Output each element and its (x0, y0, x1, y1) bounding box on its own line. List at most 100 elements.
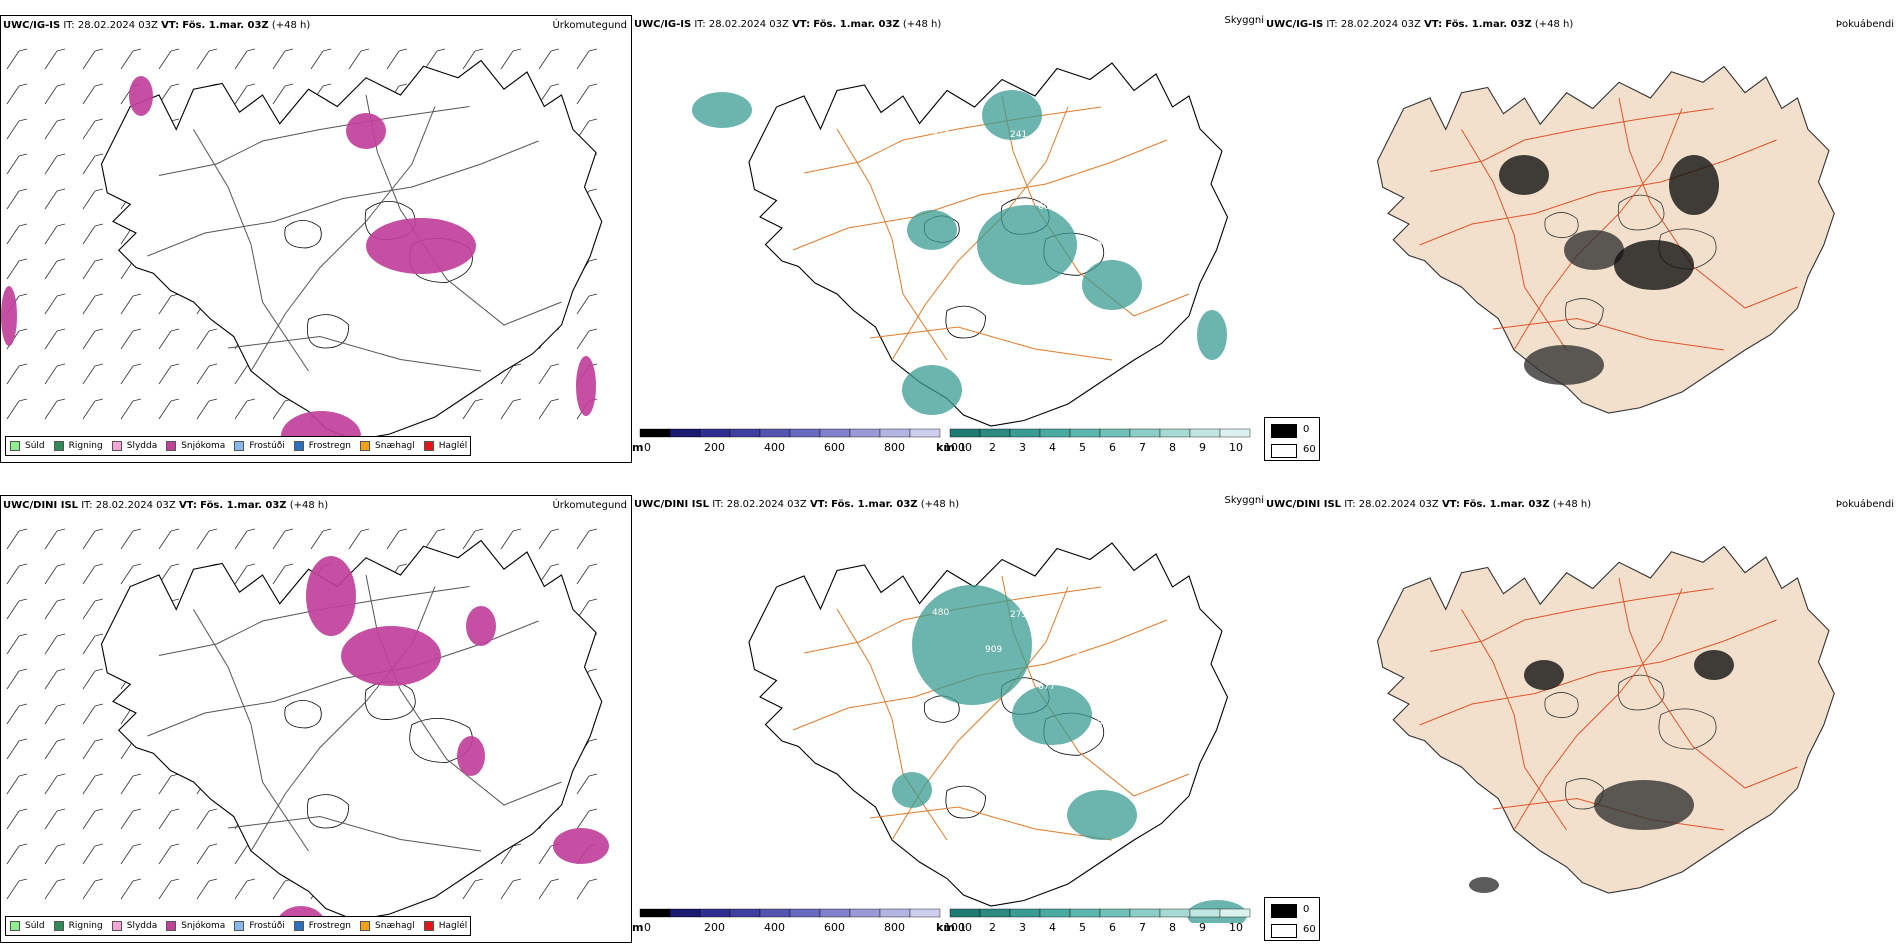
init-time-label: IT: (1326, 19, 1338, 30)
valid-time-value: Fös. 1.mar. 03Z (182, 20, 269, 31)
visibility-value-label: 182 (1169, 721, 1186, 731)
scale-tick-km: 9 (1199, 441, 1206, 454)
scale-tick-km: 8 (1169, 921, 1176, 934)
legend-swatch (53, 921, 64, 931)
visibility-value-label: 227 (957, 313, 974, 323)
legend-item: Frostúði (234, 921, 285, 931)
visibility-value-label: 241 (1010, 130, 1027, 140)
panel-header: UWC/IG-IS IT: 28.02.2024 03Z VT: Fös. 1.… (3, 20, 310, 31)
visibility-value-label: 275 (1010, 610, 1027, 620)
legend-swatch (10, 441, 20, 451)
lead-time: (+48 h) (920, 499, 960, 510)
legend-swatch (234, 921, 245, 931)
visibility-scale: m 0 200 400 600 800 1000 km 1 2 3 4 5 6 7 8 9 10 (632, 427, 1262, 463)
legend-label: Frostregn (308, 921, 352, 931)
legend-item: Haglél (423, 441, 468, 451)
legend-label: Haglél (438, 441, 468, 451)
init-time-value: 28.02.2024 03Z (726, 499, 807, 510)
panel-header: UWC/IG-IS IT: 28.02.2024 03Z VT: Fös. 1.… (1266, 19, 1573, 30)
scale-tick-m: 200 (704, 921, 725, 934)
scale-tick-m: 200 (704, 441, 725, 454)
legend-label: Snjókoma (181, 441, 226, 451)
scale-tick-km: 10 (1229, 441, 1243, 454)
visibility-scale: m 0 200 400 600 800 1000 km 1 2 3 4 5 6 7 8 9 10 (632, 907, 1262, 943)
map-canvas: 473 526 609 258 397 227 241 147 179 143 (692, 62, 1229, 427)
legend-item: Snjókoma (166, 921, 225, 931)
scale-tick-m: 800 (884, 441, 905, 454)
legend-label: Frostúði (249, 441, 285, 451)
legend-item: Snæhagl (360, 441, 415, 451)
fog-legend-label: 0 (1303, 424, 1310, 435)
valid-time-label: VT: (1441, 499, 1460, 510)
valid-time-value: Fös. 1.mar. 03Z (831, 499, 918, 510)
visibility-map-bottom: UWC/DINI ISL IT: 28.02.2024 03Z VT: Fös.… (632, 495, 1264, 943)
legend-swatch (111, 921, 122, 931)
lead-time: (+48 h) (1552, 499, 1592, 510)
model-name: UWC/IG-IS (3, 20, 61, 31)
fog-legend: 0 60 (1264, 417, 1320, 461)
init-time-label: IT: (63, 20, 75, 31)
map-canvas (6, 528, 609, 922)
legend-label: Frostúði (249, 921, 285, 931)
legend-swatch (10, 921, 20, 931)
scale-unit-m: m (632, 441, 643, 454)
legend-swatch (360, 921, 371, 931)
legend-label: Frostregn (308, 441, 352, 451)
legend-swatch (423, 921, 434, 931)
legend-swatch (166, 921, 177, 931)
precip-legend: Súld Rigning Slydda Snjókoma Frostúði Frostre… (5, 436, 471, 456)
init-time-label: IT: (694, 19, 706, 30)
fog-swatch (1271, 444, 1297, 458)
fog-legend-label: 60 (1303, 444, 1316, 455)
scale-tick-km: 10 (1229, 921, 1243, 934)
init-time-value: 28.02.2024 03Z (77, 20, 158, 31)
scale-tick-km: 7 (1139, 441, 1146, 454)
precip-type-map-top: UWC/IG-IS IT: 28.02.2024 03Z VT: Fös. 1.… (0, 15, 632, 463)
legend-item: Rigning (53, 921, 103, 931)
legend-label: Haglél (438, 921, 468, 931)
legend-swatch (293, 441, 304, 451)
panel-title: Úrkomutegund (552, 500, 627, 511)
scale-tick-km: 2 (989, 921, 996, 934)
init-time-label: IT: (712, 499, 724, 510)
visibility-map-top: UWC/IG-IS IT: 28.02.2024 03Z VT: Fös. 1.… (632, 15, 1264, 463)
legend-swatch (423, 441, 434, 451)
scale-tick-km: 5 (1079, 441, 1086, 454)
scale-tick-m: 1000 (944, 441, 972, 454)
panel-header: UWC/IG-IS IT: 28.02.2024 03Z VT: Fös. 1.… (634, 19, 941, 30)
valid-time-label: VT: (792, 19, 811, 30)
legend-label: Snæhagl (375, 441, 415, 451)
valid-time-label: VT: (1424, 19, 1443, 30)
legend-swatch (111, 441, 122, 451)
panel-title: Úrkomutegund (552, 20, 627, 31)
init-time-value: 28.02.2024 03Z (95, 500, 176, 511)
valid-time-label: VT: (809, 499, 828, 510)
legend-item: Slydda (111, 921, 158, 931)
visibility-value-label: 197 (1116, 684, 1133, 694)
lead-time: (+48 h) (271, 20, 311, 31)
scale-tick-km: 3 (1019, 441, 1026, 454)
scale-tick-m: 0 (644, 441, 651, 454)
scale-unit-m: m (632, 921, 643, 934)
scale-tick-km: 5 (1079, 921, 1086, 934)
fog-legend-label: 60 (1303, 924, 1316, 935)
init-time-value: 28.02.2024 03Z (708, 19, 789, 30)
visibility-value-label: 677 (1038, 682, 1055, 692)
legend-label: Slydda (126, 921, 158, 931)
map-canvas (1376, 65, 1835, 414)
panel-title: Þokuábendi (1835, 19, 1894, 30)
fog-legend: 0 60 (1264, 897, 1320, 941)
scale-unit-km: km (936, 921, 955, 934)
legend-label: Súld (25, 921, 45, 931)
legend-item: Frostregn (293, 441, 352, 451)
scale-tick-m: 1000 (944, 921, 972, 934)
scale-tick-m: 600 (824, 921, 845, 934)
precip-type-map-bottom: UWC/DINI ISL IT: 28.02.2024 03Z VT: Fös.… (0, 495, 632, 943)
scale-tick-m: 400 (764, 921, 785, 934)
legend-swatch (234, 441, 245, 451)
model-name: UWC/IG-IS (634, 19, 692, 30)
lead-time: (+48 h) (902, 19, 942, 30)
model-name: UWC/IG-IS (1266, 19, 1324, 30)
panel-header: UWC/DINI ISL IT: 28.02.2024 03Z VT: Fös.… (1266, 499, 1591, 510)
visibility-value-label: 143 (1169, 241, 1186, 251)
